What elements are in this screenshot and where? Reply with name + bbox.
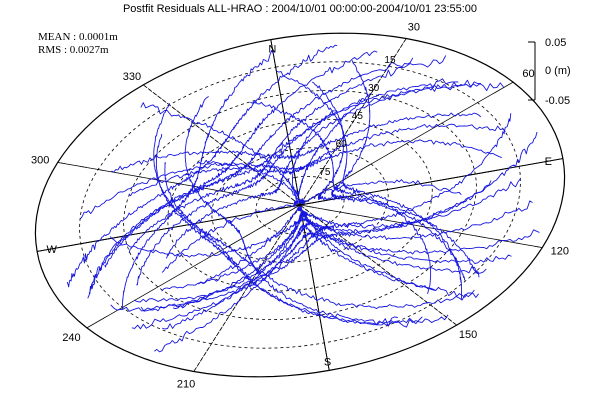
skyplot-grid <box>34 32 566 378</box>
satellite-track-15 <box>162 213 487 330</box>
satellite-track-17 <box>198 205 437 291</box>
satellite-track-12 <box>140 200 533 312</box>
cardinal-label-n: N <box>268 44 276 56</box>
azimuth-label-120: 120 <box>551 246 569 258</box>
elevation-label-75: 75 <box>319 167 331 178</box>
satellite-track-27 <box>128 123 506 197</box>
cardinal-label-e: E <box>545 156 552 168</box>
elevation-label-60: 60 <box>336 139 348 150</box>
satellite-track-21 <box>184 96 398 327</box>
azimuth-label-240: 240 <box>62 332 80 344</box>
satellite-track-28 <box>79 139 502 220</box>
azimuth-label-330: 330 <box>123 71 141 83</box>
elevation-label-45: 45 <box>352 111 364 122</box>
satellite-track-26 <box>111 112 482 173</box>
satellite-track-22 <box>250 100 432 294</box>
scale-bar-label-mid: 0 (m) <box>545 65 571 77</box>
satellite-track-30 <box>196 159 462 205</box>
satellite-track-3 <box>88 50 378 295</box>
cardinal-label-w: W <box>47 244 58 256</box>
satellite-track-31 <box>140 92 372 197</box>
horizon-ring <box>34 32 566 378</box>
satellite-tracks <box>66 44 540 353</box>
skyplot-labels: 30 60 120 150 210 240 300 330 N E S W 15 30 45 60 75 <box>31 22 569 391</box>
satellite-track-18 <box>164 162 475 310</box>
azimuth-line-300 <box>57 162 543 248</box>
rms-label: RMS : 0.0027m <box>38 44 109 56</box>
satellite-track-32 <box>161 110 335 273</box>
azimuth-label-60: 60 <box>522 68 534 80</box>
azimuth-label-30: 30 <box>408 22 420 34</box>
elevation-label-30: 30 <box>368 83 380 94</box>
satellite-track-25 <box>331 60 480 278</box>
mean-label: MEAN : 0.0001m <box>38 31 118 43</box>
residual-scale-bar: 0.05 0 (m) -0.05 <box>528 37 571 107</box>
elevation-label-15: 15 <box>384 55 396 66</box>
azimuth-label-210: 210 <box>177 379 195 391</box>
satellite-track-29 <box>109 180 492 258</box>
satellite-track-7 <box>165 79 482 259</box>
chart-title: Postfit Residuals ALL-HRAO : 2004/10/01 … <box>123 3 477 15</box>
azimuth-label-300: 300 <box>31 154 49 166</box>
satellite-track-8 <box>87 82 505 299</box>
satellite-track-24 <box>311 81 466 281</box>
azimuth-label-150: 150 <box>459 329 477 341</box>
scale-bar-label-top: 0.05 <box>545 37 566 49</box>
satellite-track-14 <box>172 210 512 310</box>
scale-bar-label-bottom: -0.05 <box>545 95 570 107</box>
cardinal-label-s: S <box>324 356 331 368</box>
